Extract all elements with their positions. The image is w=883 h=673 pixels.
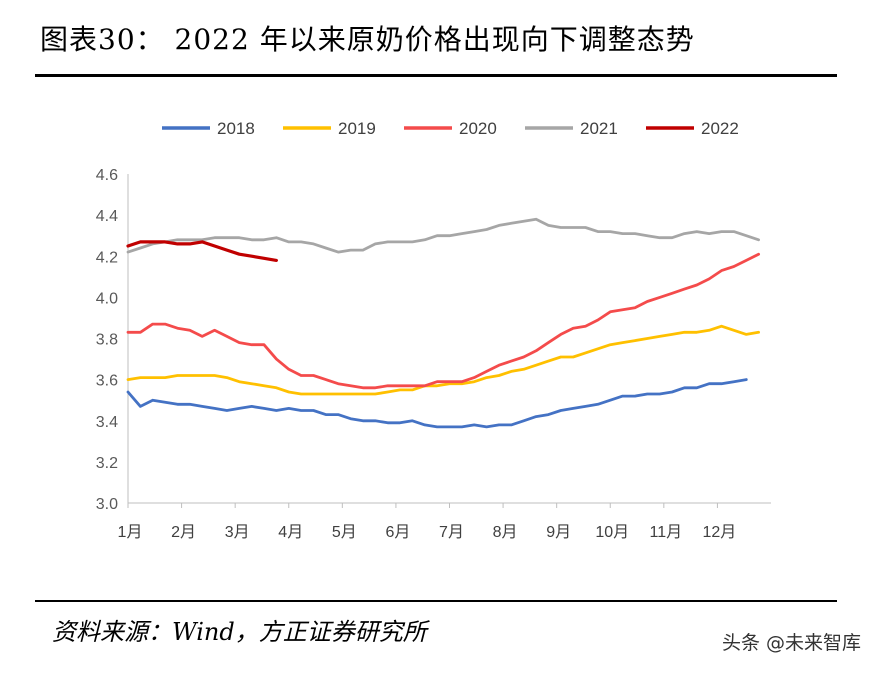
y-tick-label: 3.0 — [96, 496, 118, 513]
y-tick-label: 3.8 — [96, 332, 118, 349]
line-chart: 2018 2019 2020 2021 2022 3.0 3.2 3.4 3.6 3.8 4.0 4… — [96, 119, 771, 541]
x-tick-label: 11月 — [650, 524, 683, 541]
series-line-2018 — [126, 378, 748, 429]
series-line-2020 — [126, 252, 760, 390]
x-axis: 1月 2月 3月 4月 5月 6月 7月 8月 9月 10月 11月 12月 — [118, 502, 771, 541]
x-tick-label: 5月 — [332, 524, 357, 541]
y-tick-label: 3.4 — [96, 414, 118, 431]
chart-title: 图表30： 2022 年以来原奶价格出现向下调整态势 — [40, 23, 695, 56]
x-tick-label: 9月 — [546, 524, 571, 541]
legend: 2018 2019 2020 2021 2022 — [162, 119, 739, 138]
legend-label-2018: 2018 — [217, 119, 255, 138]
source-rule — [35, 600, 837, 602]
legend-label-2021: 2021 — [580, 119, 618, 138]
y-tick-label: 4.0 — [96, 290, 118, 307]
x-tick-label: 10月 — [595, 524, 629, 541]
y-tick-label: 4.4 — [96, 208, 118, 225]
series-line-2019 — [126, 324, 760, 396]
source-note: 资料来源：Wind，方正证券研究所 — [52, 618, 427, 646]
title-rule — [35, 74, 837, 77]
y-tick-label: 4.6 — [96, 167, 118, 184]
series-line-2022 — [126, 240, 278, 262]
y-tick-label: 3.6 — [96, 373, 118, 390]
series-line-2021 — [126, 217, 760, 254]
x-tick-label: 1月 — [118, 524, 143, 541]
y-tick-label: 4.2 — [96, 249, 118, 266]
x-tick-label: 2月 — [171, 524, 196, 541]
legend-label-2019: 2019 — [338, 119, 376, 138]
x-tick-label: 8月 — [493, 524, 518, 541]
x-tick-label: 6月 — [385, 524, 410, 541]
plot-area — [126, 217, 760, 429]
y-axis: 3.0 3.2 3.4 3.6 3.8 4.0 4.2 4.4 4.6 — [96, 167, 129, 513]
legend-label-2022: 2022 — [701, 119, 739, 138]
legend-label-2020: 2020 — [459, 119, 497, 138]
x-tick-label: 12月 — [703, 524, 737, 541]
x-tick-label: 4月 — [278, 524, 303, 541]
x-tick-label: 3月 — [225, 524, 250, 541]
x-tick-label: 7月 — [439, 524, 464, 541]
y-tick-label: 3.2 — [96, 455, 118, 472]
watermark: 头条 @未来智库 — [721, 632, 861, 654]
